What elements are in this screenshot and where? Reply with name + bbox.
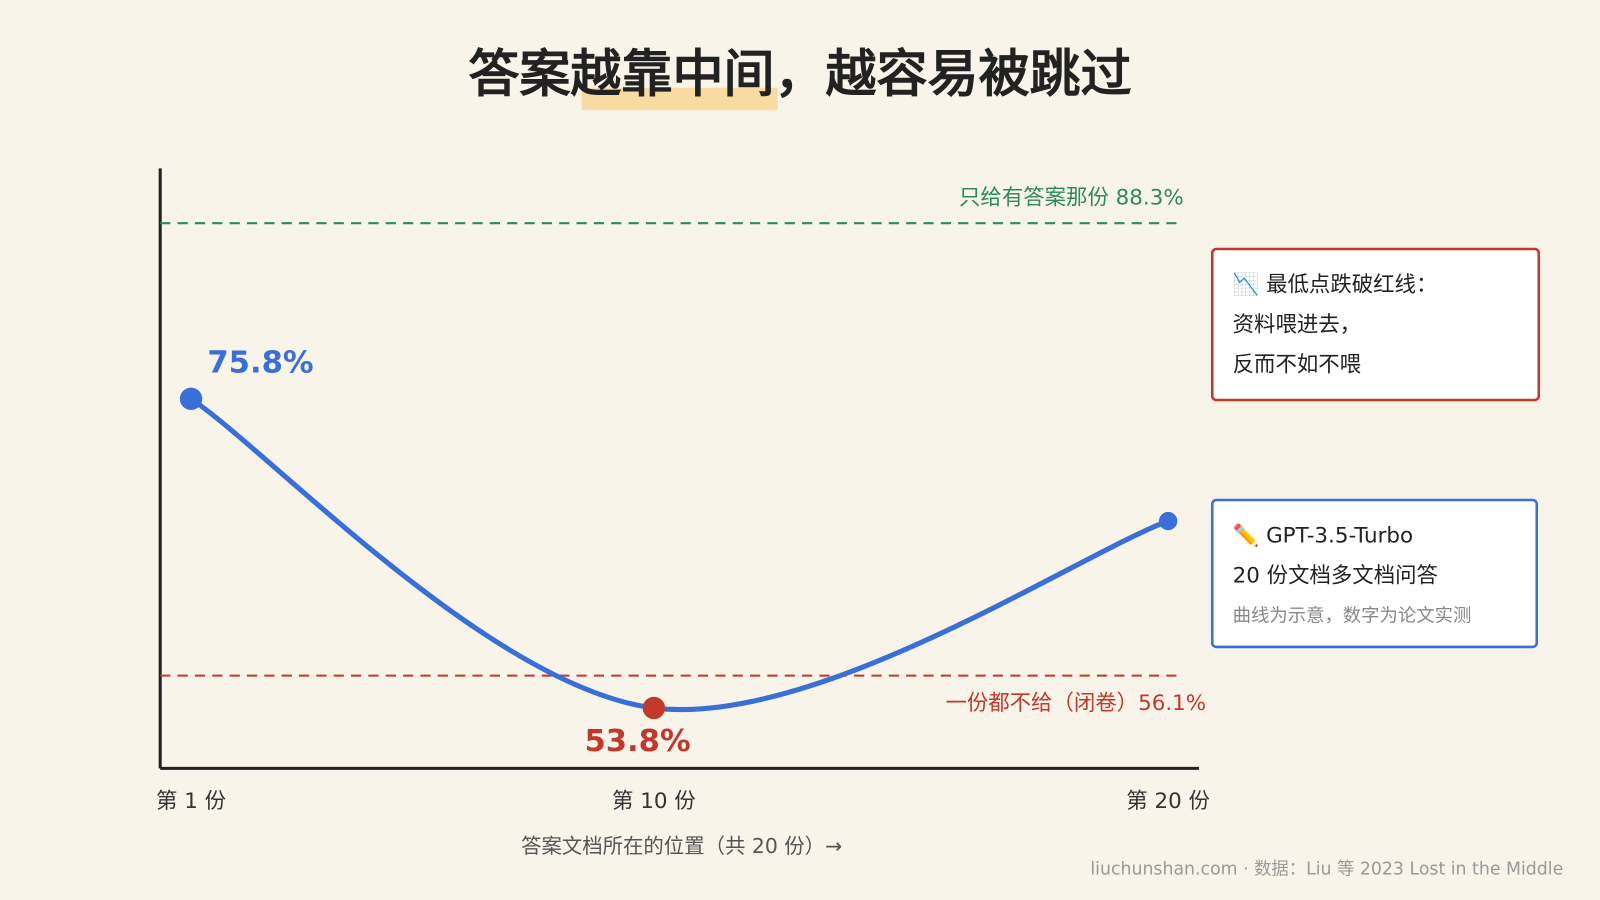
note-text: 反而不如不喂: [1233, 352, 1361, 377]
footer: liuchunshan.com · 数据：Liu 等 2023 Lost in …: [1090, 859, 1563, 879]
note-box: [1210, 247, 1541, 402]
note-text: 资料喂进去，: [1233, 313, 1361, 338]
line: [188, 396, 1171, 713]
note-text: 曲线为示意，数字为论文实测: [1233, 605, 1472, 626]
note-text: ✏️ GPT-3.5-Turbo: [1233, 522, 1413, 549]
x-tick-label: 第 20 份: [1126, 789, 1210, 814]
x-tick-label: 第 10 份: [612, 789, 696, 814]
value-label: 53.8%: [584, 724, 690, 759]
note-text: 📉 最低点跌破红线：: [1233, 272, 1438, 298]
point: [1158, 511, 1178, 531]
title-highlight: [581, 87, 778, 111]
point: [179, 387, 203, 411]
x-axis-label: 答案文档所在的位置（共 20 份）→: [521, 834, 842, 858]
chart-title: 答案越靠中间，越容易被跳过: [468, 46, 1131, 105]
value-label: 75.8%: [207, 346, 313, 381]
note-box: [1210, 498, 1539, 649]
note-text: 20 份文档多文档问答: [1233, 564, 1438, 589]
reference-label: 一份都不给（闭卷）56.1%: [945, 691, 1206, 716]
reference-label: 只给有答案那份 88.3%: [959, 186, 1184, 211]
x-tick-label: 第 1 份: [156, 789, 226, 814]
point: [642, 696, 666, 720]
